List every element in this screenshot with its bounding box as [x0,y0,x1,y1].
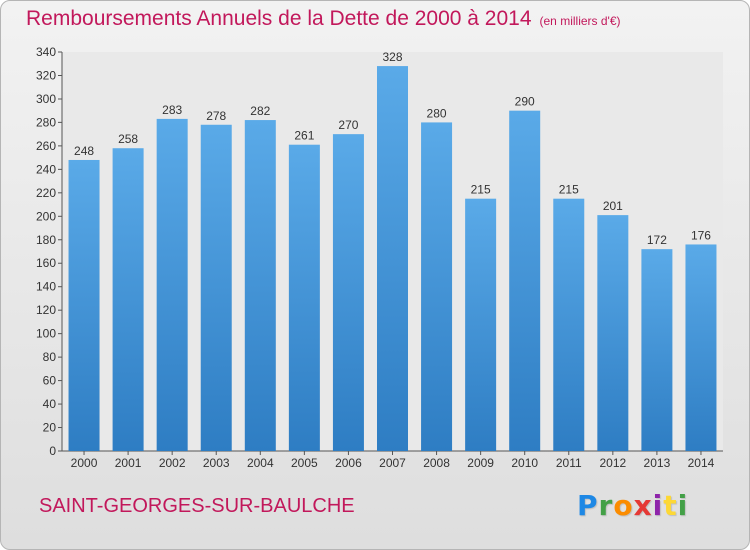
y-tick-label: 60 [43,374,57,388]
bar-value-label: 215 [559,183,579,197]
y-tick-label: 0 [49,444,56,458]
y-tick-label: 100 [36,327,56,341]
y-tick-label: 220 [36,186,56,200]
commune-name: SAINT-GEORGES-SUR-BAULCHE [39,495,355,517]
x-tick-label: 2004 [247,456,274,470]
proxiti-logo: Proxiti [577,489,689,522]
bar-2003 [200,124,232,452]
y-tick-label: 80 [43,350,57,364]
y-tick-label: 140 [36,280,56,294]
bar-2011 [553,198,585,451]
y-tick-label: 300 [36,92,56,106]
x-tick-label: 2014 [688,456,715,470]
bar-value-label: 270 [338,118,358,132]
y-tick-label: 40 [43,397,57,411]
y-tick-label: 240 [36,162,56,176]
bar-value-label: 283 [162,103,182,117]
y-tick-label: 340 [36,45,56,59]
x-tick-label: 2008 [423,456,450,470]
bar-2014 [685,244,717,451]
y-tick-label: 20 [43,421,57,435]
x-tick-label: 2002 [159,456,186,470]
x-tick-label: 2003 [203,456,230,470]
bar-value-label: 328 [382,50,402,64]
x-tick-label: 2005 [291,456,318,470]
bar-2008 [421,122,453,451]
bar-value-label: 215 [471,183,491,197]
bar-value-label: 176 [691,228,711,242]
bar-value-label: 280 [427,106,447,120]
x-tick-label: 2010 [511,456,538,470]
chart-title: Remboursements Annuels de la Dette de 20… [26,7,621,31]
y-tick-label: 180 [36,233,56,247]
chart-unit: (en milliers d'€) [539,14,621,28]
y-tick-label: 280 [36,115,56,129]
bar-value-label: 278 [206,109,226,123]
bar-value-label: 282 [250,104,270,118]
bar-2013 [641,249,673,451]
bar-2000 [68,159,100,451]
y-tick-label: 120 [36,303,56,317]
y-tick-label: 160 [36,256,56,270]
x-tick-label: 2011 [556,456,582,470]
x-tick-label: 2006 [335,456,362,470]
bar-value-label: 258 [118,132,138,146]
x-tick-label: 2001 [115,456,142,470]
bar-2001 [112,148,144,451]
bar-value-label: 172 [647,233,667,247]
y-tick-label: 260 [36,139,56,153]
bar-2004 [244,120,276,452]
x-tick-label: 2013 [644,456,671,470]
bar-value-label: 261 [294,129,314,143]
bar-2005 [288,144,320,452]
y-tick-label: 200 [36,209,56,223]
chart-title-text: Remboursements Annuels de la Dette de 20… [26,7,532,30]
bar-2007 [377,66,408,452]
bar-2012 [597,215,629,451]
bar-2010 [509,110,541,452]
x-tick-label: 2000 [71,456,98,470]
bar-value-label: 290 [515,95,535,109]
x-tick-label: 2007 [379,456,406,470]
bar-value-label: 248 [74,144,94,158]
bar-2009 [465,198,497,451]
x-tick-label: 2009 [467,456,494,470]
y-tick-label: 320 [36,68,56,82]
bar-value-label: 201 [603,199,623,213]
bar-2002 [156,118,188,451]
x-tick-label: 2012 [599,456,626,470]
bar-2006 [332,134,364,451]
